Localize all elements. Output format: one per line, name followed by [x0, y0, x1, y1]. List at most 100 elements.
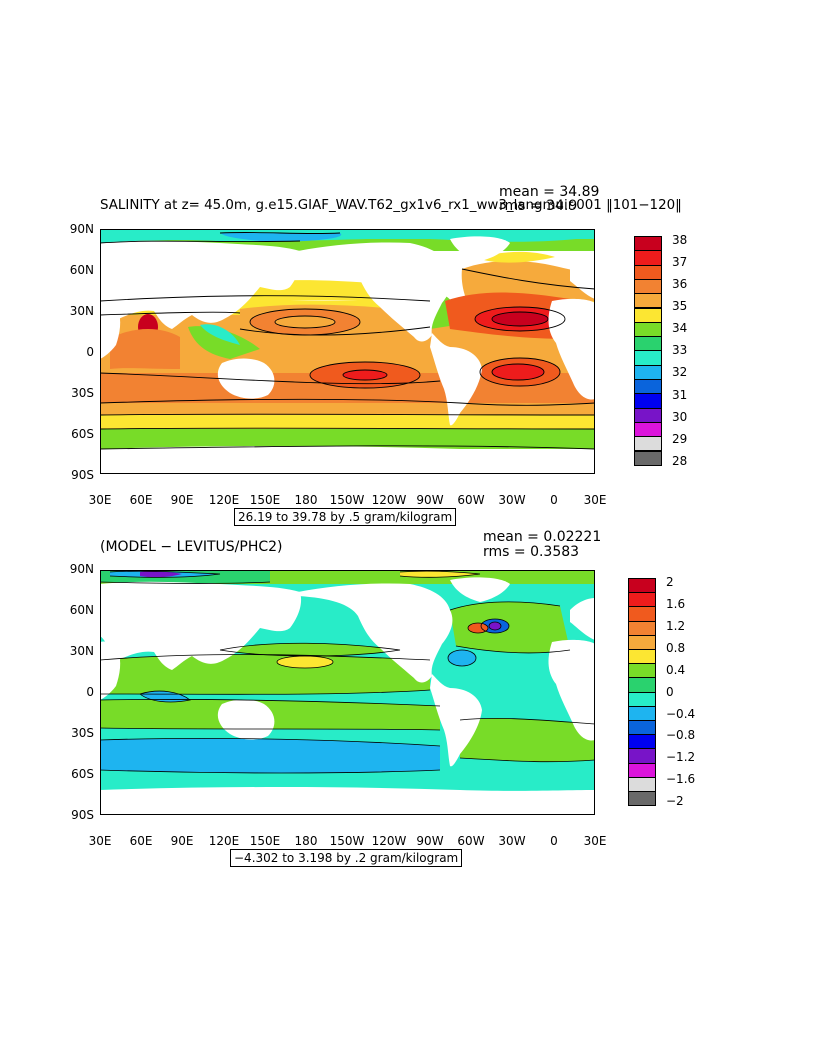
top-colorbar-swatch — [634, 421, 662, 438]
top-xtick: 180 — [294, 493, 318, 507]
top-colorbar-label: 33 — [672, 343, 688, 358]
top-colorbar-swatch — [634, 450, 662, 466]
bottom-ytick: 30S — [71, 726, 94, 740]
top-colorbar-swatch — [634, 407, 662, 423]
bottom-xtick: 30E — [583, 834, 607, 848]
bottom-mean: mean = 0.02221 — [483, 529, 602, 545]
top-colorbar-swatch — [634, 364, 662, 380]
top-colorbar-label: 36 — [672, 277, 688, 292]
top-ytick: 60N — [69, 263, 94, 277]
top-ytick: 60S — [71, 427, 94, 441]
bottom-colorbar-label: −0.8 — [666, 728, 696, 743]
bottom-colorbar-label: 2 — [666, 575, 674, 589]
top-xtick: 120E — [208, 493, 240, 507]
top-colorbar-label: 31 — [672, 387, 688, 402]
bottom-colorbar-swatch — [628, 677, 656, 693]
top-colorbar-swatch — [634, 293, 662, 309]
top-xtick: 30W — [498, 493, 526, 507]
top-xtick: 30E — [88, 493, 112, 507]
bottom-xtick: 120E — [208, 834, 240, 848]
bottom-colorbar-swatch — [628, 592, 656, 608]
bottom-colorbar-swatch — [628, 578, 656, 594]
bottom-xtick: 150W — [329, 834, 365, 848]
bottom-map-panel — [100, 570, 595, 815]
bottom-xtick: 150E — [249, 834, 281, 848]
top-xtick: 90W — [416, 493, 444, 507]
top-colorbar-swatch — [634, 350, 662, 366]
top-colorbar-label: 29 — [672, 431, 688, 446]
bottom-difference-map — [100, 570, 595, 815]
bottom-xtick: 30W — [498, 834, 526, 848]
top-xtick: 150E — [249, 493, 281, 507]
bottom-xtick: 120W — [371, 834, 407, 848]
top-colorbar-swatch — [634, 236, 662, 252]
top-colorbar-swatch — [634, 393, 662, 409]
bottom-xtick: 30E — [88, 834, 112, 848]
top-colorbar-label: 37 — [672, 255, 688, 270]
bottom-ytick: 90N — [69, 562, 94, 576]
bottom-colorbar-swatch — [628, 791, 656, 807]
bottom-xtick: 90E — [170, 834, 194, 848]
bottom-colorbar-label: −2 — [666, 794, 684, 809]
bottom-colorbar-label: 1.6 — [666, 596, 686, 611]
bottom-ytick: 60N — [69, 603, 94, 617]
bottom-colorbar-swatch — [628, 634, 656, 650]
top-colorbar-label: 35 — [672, 299, 688, 314]
top-ytick: 90N — [69, 222, 94, 236]
top-colorbar-swatch — [634, 278, 662, 295]
bottom-xtick: 0 — [550, 834, 558, 848]
top-colorbar-swatch — [634, 321, 662, 338]
top-map-panel — [100, 229, 595, 474]
top-colorbar-swatch — [634, 250, 662, 266]
top-title: SALINITY at z= 45.0m, g.e15.GIAF_WAV.T62… — [100, 198, 682, 213]
top-xtick: 0 — [550, 493, 558, 507]
top-ytick: 0 — [86, 345, 94, 359]
bottom-xtick: 180 — [294, 834, 318, 848]
bottom-colorbar-swatch — [628, 762, 656, 778]
bottom-colorbar-swatch — [628, 649, 656, 665]
bottom-ytick: 30N — [69, 644, 94, 658]
bottom-rms: rms = 0.3583 — [483, 544, 580, 560]
top-xtick: 90E — [170, 493, 194, 507]
top-colorbar-swatch — [634, 436, 662, 452]
bottom-xtick: 60E — [129, 834, 153, 848]
top-ytick: 90S — [71, 468, 94, 482]
top-colorbar-swatch — [634, 307, 662, 323]
top-xtick: 150W — [329, 493, 365, 507]
bottom-colorbar-swatch — [628, 776, 656, 792]
bottom-colorbar-swatch — [628, 720, 656, 736]
bottom-xtick: 60W — [457, 834, 485, 848]
bottom-ytick: 60S — [71, 767, 94, 781]
top-colorbar-label: 32 — [672, 365, 688, 380]
top-xtick: 120W — [371, 493, 407, 507]
top-rms: rms = 34.9 — [499, 198, 578, 214]
bottom-range-label: −4.302 to 3.198 by .2 gram/kilogram — [230, 849, 463, 867]
top-colorbar-label: 30 — [672, 409, 688, 424]
bottom-colorbar-label: −1.6 — [666, 772, 696, 787]
top-xtick: 60E — [129, 493, 153, 507]
top-salinity-map — [100, 229, 595, 474]
top-xtick: 30E — [583, 493, 607, 507]
bottom-colorbar-swatch — [628, 691, 656, 707]
top-xtick: 60W — [457, 493, 485, 507]
bottom-ytick: 0 — [86, 685, 94, 699]
bottom-colorbar-swatch — [628, 620, 656, 636]
top-colorbar-label: 38 — [672, 233, 688, 247]
bottom-colorbar-swatch — [628, 748, 656, 764]
top-colorbar-label: 28 — [672, 453, 688, 468]
bottom-colorbar-swatch — [628, 734, 656, 750]
bottom-colorbar-swatch — [628, 663, 656, 679]
top-colorbar-swatch — [634, 379, 662, 395]
bottom-title: (MODEL − LEVITUS/PHC2) — [100, 539, 283, 555]
bottom-colorbar-label: −0.4 — [666, 706, 696, 721]
bottom-ytick: 90S — [71, 808, 94, 822]
top-colorbar-label: 34 — [672, 321, 688, 336]
bottom-colorbar-label: −1.2 — [666, 750, 696, 765]
top-ytick: 30S — [71, 386, 94, 400]
bottom-colorbar-swatch — [628, 705, 656, 721]
top-colorbar-swatch — [634, 336, 662, 352]
top-colorbar-swatch — [634, 264, 662, 280]
bottom-colorbar-label: 0.4 — [666, 662, 686, 677]
top-mean: mean = 34.89 — [499, 184, 600, 200]
bottom-colorbar-swatch — [628, 606, 656, 622]
